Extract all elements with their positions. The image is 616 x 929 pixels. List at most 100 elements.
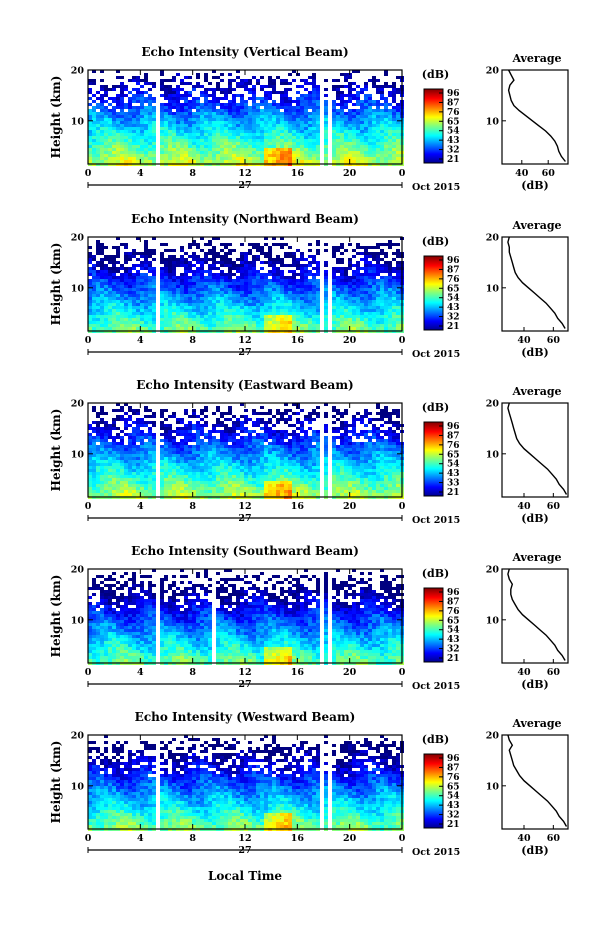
- average-y-tick-label: 20: [486, 399, 500, 410]
- colorbar-tick-label: 96: [447, 422, 460, 432]
- average-x-tick-label: 40: [517, 667, 531, 678]
- average-frame: [501, 402, 569, 498]
- average-x-tick-label: 60: [547, 335, 561, 346]
- average-frame: [501, 734, 569, 830]
- echo-heatmap: [88, 70, 404, 166]
- colorbar-tick-label: 76: [447, 275, 460, 285]
- x-tick-label: 4: [137, 833, 144, 844]
- date-label: Oct 2015: [412, 847, 460, 858]
- echo-heatmap: [88, 403, 404, 499]
- average-x-tick-label: 60: [542, 168, 556, 179]
- average-x-tick-label: 40: [517, 335, 531, 346]
- average-profile-line: [507, 236, 566, 329]
- colorbar-tick-label: 76: [447, 108, 460, 118]
- date-label: Oct 2015: [412, 349, 460, 360]
- day-label: 27: [238, 513, 251, 524]
- colorbar-tick-label: 96: [447, 89, 460, 99]
- average-x-label: (dB): [521, 346, 548, 359]
- colorbar-tick-label: 65: [447, 450, 460, 460]
- panel-title: Echo Intensity (Eastward Beam): [136, 378, 353, 392]
- colorbar-tick-label: 54: [447, 626, 460, 636]
- colorbar-tick-label: 32: [447, 811, 460, 821]
- average-y-tick-label: 10: [486, 781, 500, 792]
- day-label: 27: [238, 845, 251, 856]
- average-profile-line: [507, 734, 568, 827]
- average-profile-line: [507, 568, 566, 661]
- x-tick-label: 0: [85, 501, 92, 512]
- y-tick-label: 10: [71, 781, 85, 792]
- colorbar-tick-label: 87: [447, 763, 460, 773]
- colorbar-tick-label: 65: [447, 616, 460, 626]
- colorbar-tick-label: 21: [447, 820, 460, 830]
- average-x-tick-label: 60: [547, 667, 561, 678]
- x-tick-label: 20: [343, 667, 357, 678]
- y-tick-label: 10: [71, 283, 85, 294]
- colorbar-tick-label: 76: [447, 607, 460, 617]
- day-label: 27: [238, 180, 251, 191]
- average-y-tick-label: 20: [486, 66, 500, 77]
- x-tick-label: 20: [343, 501, 357, 512]
- x-tick-label: 16: [291, 168, 305, 179]
- average-y-tick-label: 10: [486, 283, 500, 294]
- colorbar: [423, 88, 444, 164]
- colorbar-tick-label: 43: [447, 136, 460, 146]
- average-x-label: (dB): [521, 844, 548, 857]
- x-tick-label: 20: [343, 168, 357, 179]
- colorbar-tick-label: 65: [447, 117, 460, 127]
- average-y-tick-label: 10: [486, 116, 500, 127]
- average-title: Average: [511, 717, 561, 730]
- colorbar: [423, 587, 444, 663]
- x-tick-label: 12: [238, 501, 251, 512]
- x-tick-label: 16: [291, 833, 305, 844]
- echo-heatmap: [88, 237, 404, 333]
- average-x-label: (dB): [521, 179, 548, 192]
- colorbar: [423, 255, 444, 331]
- colorbar-unit: (dB): [422, 567, 449, 580]
- x-tick-label: 8: [189, 833, 196, 844]
- x-tick-label: 12: [238, 833, 251, 844]
- colorbar-tick-label: 76: [447, 773, 460, 783]
- average-frame: [501, 69, 569, 165]
- date-label: Oct 2015: [412, 681, 460, 692]
- y-axis-label: Height (km): [49, 243, 63, 326]
- colorbar-tick-label: 65: [447, 782, 460, 792]
- average-frame: [501, 568, 569, 664]
- x-tick-label: 4: [137, 667, 144, 678]
- x-tick-label: 12: [238, 335, 251, 346]
- colorbar-tick-label: 65: [447, 284, 460, 294]
- average-y-tick-label: 20: [486, 731, 500, 742]
- panel-3: Echo Intensity (Eastward Beam) Height (km…: [49, 378, 569, 526]
- panel-4: Echo Intensity (Southward Beam) Height (k…: [49, 544, 569, 692]
- average-title: Average: [511, 551, 561, 564]
- colorbar-unit: (dB): [422, 235, 449, 248]
- colorbar-tick-label: 54: [447, 792, 460, 802]
- colorbar-tick-label: 43: [447, 801, 460, 811]
- x-tick-label: 16: [291, 335, 305, 346]
- y-tick-label: 10: [71, 449, 85, 460]
- x-tick-label: 0: [399, 335, 406, 346]
- colorbar: [423, 421, 444, 497]
- colorbar-tick-label: 21: [447, 155, 460, 165]
- x-tick-label: 20: [343, 335, 357, 346]
- average-x-tick-label: 60: [547, 833, 561, 844]
- average-y-tick-label: 20: [486, 233, 500, 244]
- colorbar-tick-label: 32: [447, 146, 460, 156]
- x-tick-label: 4: [137, 168, 144, 179]
- x-tick-label: 16: [291, 667, 305, 678]
- colorbar-unit: (dB): [422, 68, 449, 81]
- x-tick-label: 8: [189, 501, 196, 512]
- colorbar-tick-label: 32: [447, 313, 460, 323]
- date-label: Oct 2015: [412, 182, 460, 193]
- average-x-tick-label: 40: [517, 833, 531, 844]
- x-tick-label: 0: [399, 667, 406, 678]
- x-tick-label: 0: [399, 501, 406, 512]
- y-tick-label: 20: [71, 66, 85, 77]
- colorbar-tick-label: 21: [447, 654, 460, 664]
- y-tick-label: 10: [71, 116, 85, 127]
- y-tick-label: 20: [71, 399, 85, 410]
- colorbar-unit: (dB): [422, 733, 449, 746]
- average-x-label: (dB): [521, 678, 548, 691]
- colorbar-tick-label: 87: [447, 597, 460, 607]
- colorbar-tick-label: 54: [447, 294, 460, 304]
- x-tick-label: 8: [189, 168, 196, 179]
